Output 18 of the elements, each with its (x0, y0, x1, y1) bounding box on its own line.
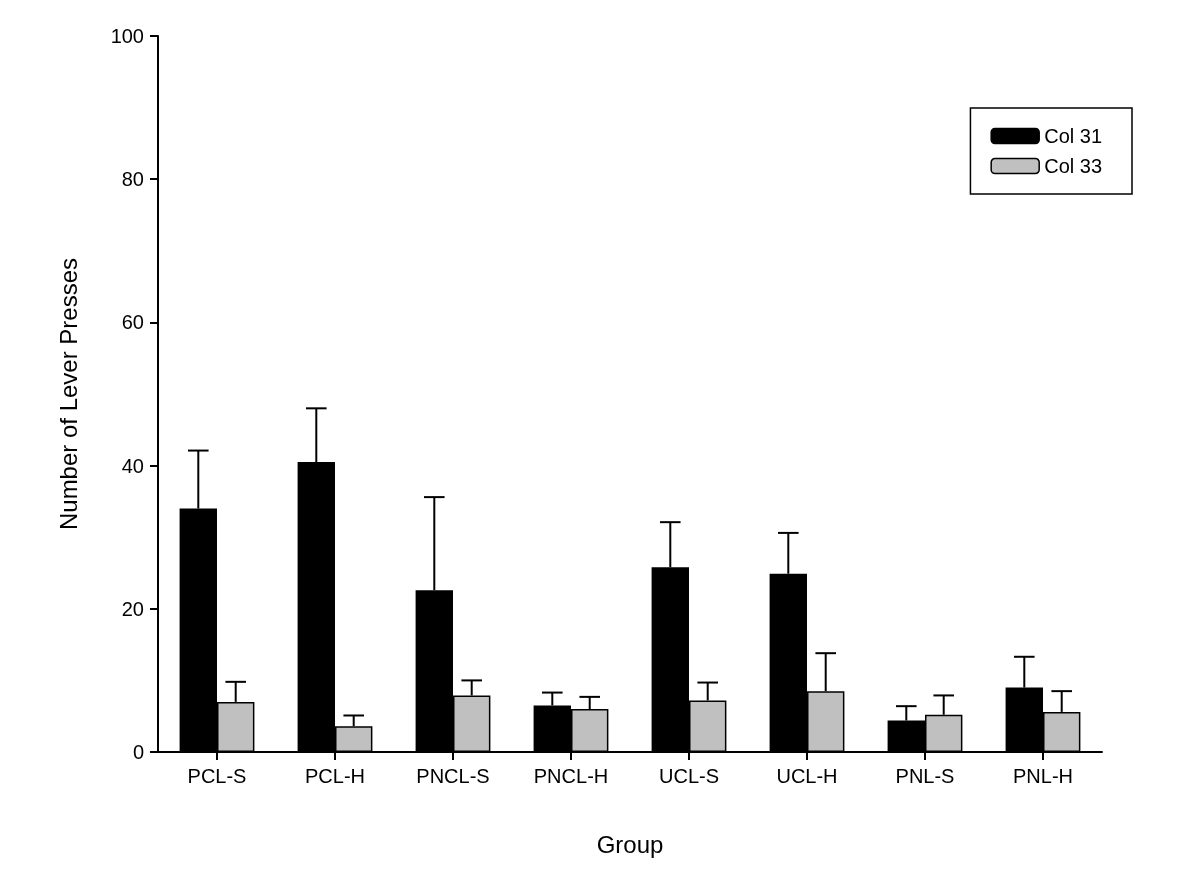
y-tick-label: 100 (110, 25, 144, 47)
x-tick-label: PNL-H (1012, 765, 1074, 787)
y-tick-label: 40 (121, 454, 144, 477)
x-tick-label: UCL-H (776, 765, 838, 787)
y-tick-label: 80 (121, 168, 144, 191)
x-tick-label: PNCL-S (416, 765, 490, 787)
x-axis-title: Group (596, 830, 664, 858)
y-tick-label: 20 (121, 597, 144, 620)
x-tick-label: PNCL-H (533, 765, 609, 787)
x-tick-label: PNL-S (895, 765, 955, 787)
legend-label: Col 33 (1044, 155, 1102, 177)
legend-label: Col 31 (1044, 125, 1102, 147)
y-tick-label: 60 (121, 311, 144, 334)
x-tick-label: PCL-H (304, 765, 366, 787)
x-tick-label: PCL-S (187, 765, 247, 787)
y-tick-label: 0 (132, 741, 144, 763)
x-tick-label: UCL-S (658, 765, 720, 787)
y-axis-title: Number of Lever Presses (54, 257, 82, 531)
